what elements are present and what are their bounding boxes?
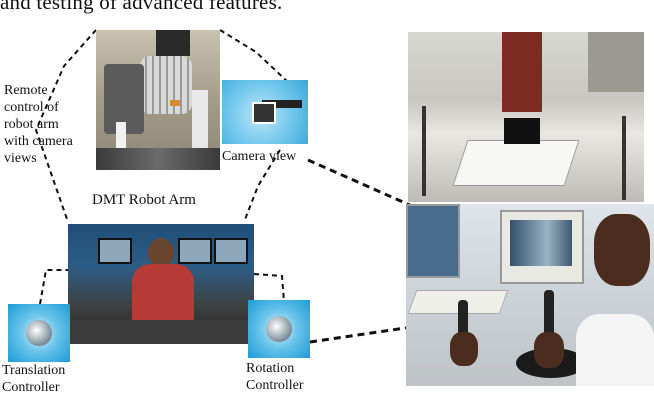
rotation-controller-image — [248, 300, 310, 358]
remote-control-label: Remote control of robot arm with camera … — [4, 82, 73, 167]
operator-cockpit-photo — [68, 224, 254, 344]
camera-view-photo — [222, 80, 308, 144]
translation-line-2: Controller — [2, 380, 60, 395]
dashed-line-right-frame — [243, 149, 281, 223]
dashed-line-left-frame — [34, 29, 97, 223]
remote-control-line-1: Remote — [4, 83, 48, 98]
rotation-line-1: Rotation — [246, 361, 295, 376]
dashed-line-top-right-frame — [219, 29, 291, 85]
dashed-line-translation — [39, 269, 72, 305]
translation-line-1: Translation — [2, 363, 66, 378]
rotation-controller-label: Rotation Controller — [246, 360, 304, 394]
remote-control-line-2: control of — [4, 100, 59, 115]
translation-controller-image — [8, 304, 70, 362]
camera-view-label: Camera view — [222, 149, 297, 164]
remote-control-line-3: robot arm — [4, 117, 59, 132]
dashed-line-camera-to-lab — [307, 158, 413, 208]
robot-lab-photo — [408, 32, 644, 202]
rotation-line-2: Controller — [246, 378, 304, 393]
dmt-robot-arm-label: DMT Robot Arm — [92, 192, 196, 208]
remote-control-line-5: views — [4, 151, 37, 166]
top-caption-text: and testing of advanced features. — [0, 0, 283, 14]
dmt-robot-arm-photo — [96, 30, 220, 170]
dashed-line-rotation — [253, 273, 285, 303]
translation-controller-label: Translation Controller — [2, 362, 65, 396]
remote-control-line-4: with camera — [4, 134, 73, 149]
operator-with-joysticks-photo — [406, 204, 654, 386]
